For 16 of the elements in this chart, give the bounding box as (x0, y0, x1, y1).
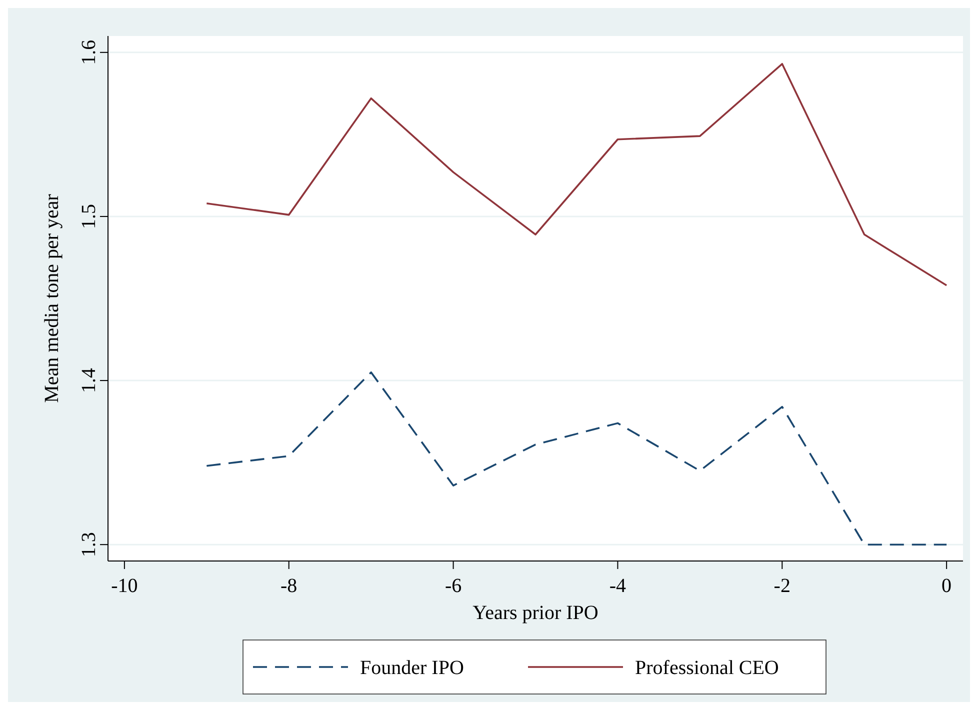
y-tick-label: 1.6 (78, 40, 100, 65)
y-tick-label: 1.4 (78, 368, 100, 394)
legend-label: Professional CEO (635, 657, 779, 679)
x-tick-label: 0 (942, 575, 952, 597)
line-series (206, 371, 948, 546)
x-tick-label: -4 (609, 575, 626, 597)
x-tick-label: -6 (444, 575, 462, 597)
line-series (206, 62, 948, 286)
x-tick-label: -2 (774, 575, 790, 597)
x-tick-label: -8 (280, 575, 298, 597)
x-axis-title: Years prior IPO (472, 602, 598, 624)
x-tick-label: -10 (111, 575, 138, 597)
y-tick-label: 1.3 (78, 532, 100, 558)
y-tick-label: 1.5 (78, 204, 100, 229)
y-axis-title: Mean media tone per year (41, 194, 63, 403)
legend-label: Founder IPO (360, 657, 464, 679)
